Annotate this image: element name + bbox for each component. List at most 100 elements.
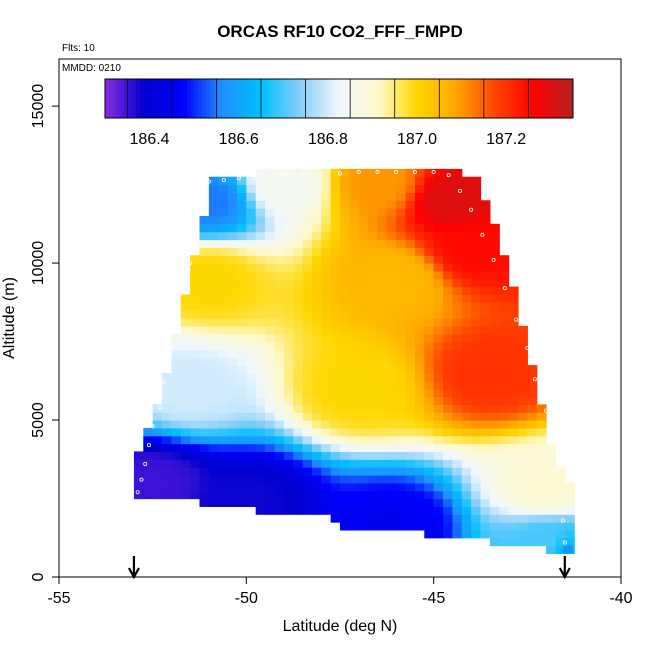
heatmap-cell [396, 270, 407, 280]
heatmap-cell [340, 223, 350, 233]
flight-track-marker [394, 170, 399, 175]
heatmap-cell [461, 255, 472, 264]
heatmap-cell [452, 231, 463, 241]
heatmap-cell [358, 184, 369, 194]
heatmap-cell [255, 223, 266, 233]
heatmap-cell [424, 451, 435, 460]
heatmap-cell [152, 427, 163, 437]
heatmap-cell [564, 537, 575, 547]
heatmap-cell [283, 490, 294, 500]
heatmap-cell [499, 310, 510, 319]
heatmap-cell [274, 286, 285, 296]
heatmap-cell [236, 286, 247, 296]
heatmap-cell [414, 318, 425, 327]
heatmap-cell [452, 467, 463, 476]
heatmap-cell [368, 365, 379, 374]
heatmap-cell [489, 459, 500, 468]
heatmap-cell [171, 412, 182, 421]
heatmap-cell [433, 200, 444, 209]
heatmap-cell [255, 310, 266, 319]
heatmap-cell [283, 215, 294, 225]
heatmap-cell [414, 184, 425, 194]
heatmap-cell [405, 168, 416, 178]
heatmap-cell [143, 427, 154, 437]
heatmap-cell [162, 474, 172, 484]
heatmap-cell [386, 184, 397, 194]
heatmap-cell [218, 310, 229, 319]
heatmap-cell [377, 341, 388, 350]
heatmap-cell [340, 349, 350, 358]
heatmap-cell [536, 522, 547, 531]
colorbar-segment [475, 79, 480, 118]
heatmap-cell [405, 341, 416, 350]
heatmap-cell [283, 325, 294, 335]
heatmap-cell [405, 310, 416, 319]
heatmap-cell [283, 294, 294, 303]
heatmap-cell [236, 396, 247, 405]
colorbar-segment [537, 79, 543, 118]
colorbar-segment [319, 79, 324, 118]
heatmap-cell [302, 247, 313, 256]
heatmap-cell [218, 357, 229, 366]
heatmap-cell [386, 294, 397, 303]
heatmap-cell [349, 184, 360, 194]
heatmap-cell [489, 490, 500, 500]
heatmap-cell [377, 286, 388, 296]
heatmap-cell [499, 380, 510, 390]
heatmap-cell [377, 396, 388, 405]
heatmap-cell [499, 255, 510, 264]
heatmap-cell [433, 294, 444, 303]
heatmap-cell [274, 404, 285, 413]
heatmap-cell [443, 498, 453, 507]
heatmap-cell [471, 482, 482, 492]
heatmap-cell [461, 176, 472, 186]
heatmap-cell [508, 443, 519, 453]
colorbar-segment [288, 79, 293, 118]
flight-track-marker [236, 176, 241, 181]
heatmap-cell [424, 278, 435, 288]
colorbar-segment [198, 79, 203, 118]
heatmap-cell [480, 529, 491, 539]
heatmap-cell [246, 325, 257, 335]
heatmap-cell [255, 247, 266, 256]
heatmap-cell [293, 310, 304, 319]
heatmap-cell [199, 302, 210, 311]
heatmap-cell [368, 200, 379, 209]
heatmap-cell [471, 349, 482, 358]
colorbar-segment [124, 79, 129, 118]
heatmap-cell [405, 427, 416, 437]
heatmap-cell [311, 215, 322, 225]
heatmap-cell [274, 388, 285, 398]
heatmap-cell [236, 443, 247, 453]
heatmap-cell [443, 490, 453, 500]
heatmap-cell [461, 341, 472, 350]
heatmap-cell [527, 537, 538, 547]
heatmap-cell [555, 522, 566, 531]
colorbar-segment [140, 79, 145, 118]
heatmap-cell [311, 270, 322, 280]
heatmap-cell [265, 467, 276, 476]
heatmap-cell [358, 396, 369, 405]
heatmap-cell [274, 263, 285, 272]
colorbar-segment [342, 79, 348, 118]
heatmap-cell [443, 427, 453, 437]
heatmap-cell [546, 522, 557, 531]
heatmap-cell [536, 435, 547, 445]
heatmap-cell [199, 341, 210, 350]
heatmap-cell [340, 270, 350, 280]
heatmap-cell [386, 200, 397, 209]
heatmap-cell [480, 294, 491, 303]
heatmap-cell [171, 372, 182, 382]
heatmap-cell [471, 176, 482, 186]
heatmap-cell [340, 365, 350, 374]
heatmap-cell [162, 443, 172, 453]
heatmap-cell [461, 278, 472, 288]
heatmap-cell [349, 176, 360, 186]
heatmap-cell [302, 255, 313, 264]
heatmap-cell [480, 223, 491, 233]
colorbar-segment [385, 79, 391, 118]
heatmap-cell [433, 412, 444, 421]
heatmap-cell [536, 498, 547, 507]
colorbar-segment [272, 79, 278, 118]
colorbar-segment [296, 79, 301, 118]
